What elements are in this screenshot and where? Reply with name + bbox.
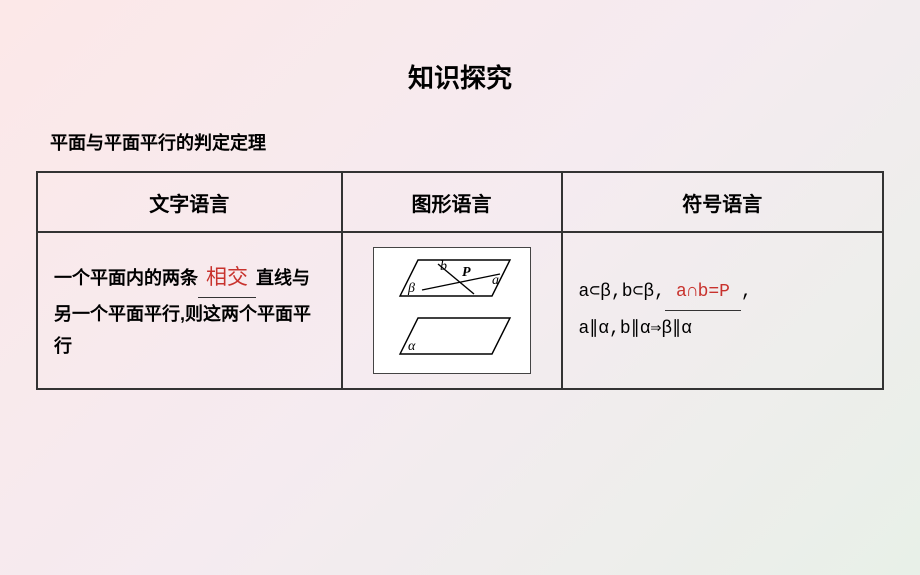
symbol-language-cell: a⊂β,b⊂β,a∩b=P, a∥α,b∥α⇒β∥α — [562, 232, 884, 389]
fill-word: 相交 — [206, 265, 248, 289]
sym-line1a: a⊂β,b⊂β, — [579, 282, 665, 302]
text-part-1: 一个平面内的两条 — [54, 268, 198, 288]
sym-line2: a∥α,b∥α⇒β∥α — [579, 319, 692, 339]
header-text-lang: 文字语言 — [37, 172, 342, 232]
planes-diagram: b P a β α — [382, 254, 522, 362]
label-a: a — [492, 273, 499, 288]
page-title: 知识探究 — [36, 58, 884, 95]
subtitle: 平面与平面平行的判定定理 — [50, 129, 884, 155]
graphic-language-cell: b P a β α — [342, 232, 562, 389]
label-p: P — [462, 265, 471, 280]
diagram-container: b P a β α — [373, 247, 531, 374]
sym-line1b: , — [741, 282, 752, 302]
header-symbol-lang: 符号语言 — [562, 172, 884, 232]
text-language-cell: 一个平面内的两条相交直线与另一个平面平行,则这两个平面平行 — [37, 232, 342, 389]
label-b: b — [440, 259, 447, 274]
sym-fill: a∩b=P — [665, 274, 741, 311]
label-beta: β — [407, 281, 415, 296]
theorem-table: 文字语言 图形语言 符号语言 一个平面内的两条相交直线与另一个平面平行,则这两个… — [36, 171, 884, 390]
header-graphic-lang: 图形语言 — [342, 172, 562, 232]
label-alpha: α — [408, 339, 416, 354]
